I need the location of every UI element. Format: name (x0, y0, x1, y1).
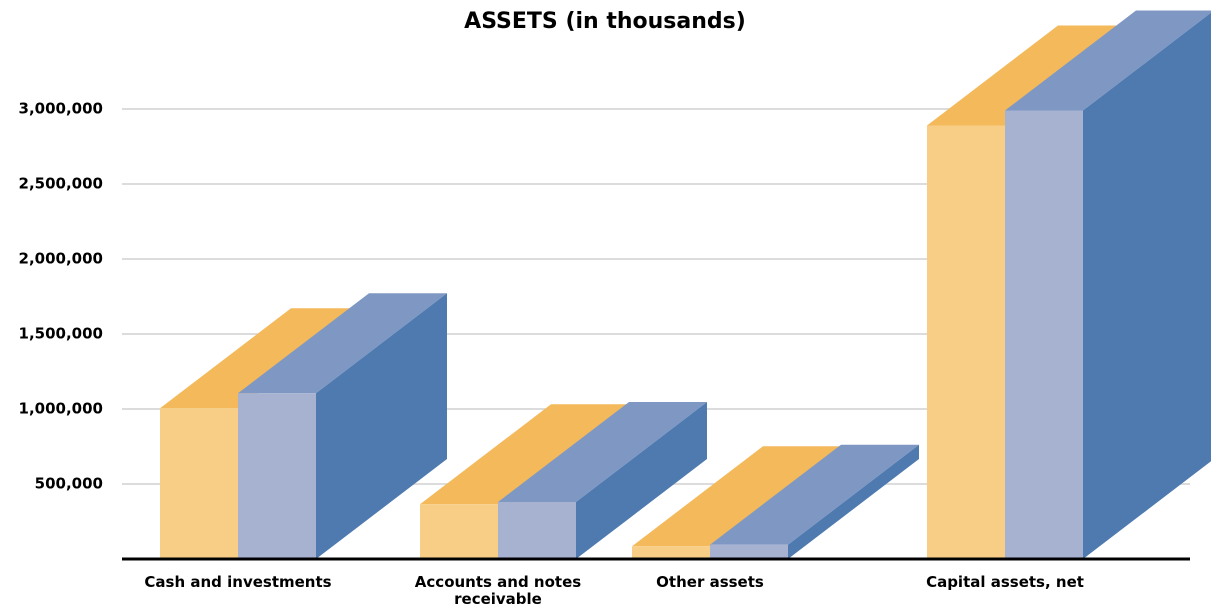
bar-top (498, 402, 707, 502)
bar (710, 544, 788, 559)
bar-side (576, 402, 707, 559)
bar-top (632, 446, 841, 547)
y-tick-label: 1,000,000 (19, 400, 103, 418)
bar (238, 393, 316, 559)
y-tick-label: 3,000,000 (19, 100, 103, 118)
bar (927, 125, 1005, 559)
chart-title: ASSETS (in thousands) (464, 9, 746, 34)
x-tick-label: Other assets (656, 573, 764, 591)
bar-side (788, 444, 919, 559)
bar (420, 504, 498, 559)
x-tick-label: Cash and investments (144, 573, 332, 591)
bar (1005, 110, 1083, 559)
x-tick-label: Accounts and notes receivable (414, 573, 582, 608)
bar (498, 502, 576, 559)
bar-top (238, 293, 447, 394)
x-tick-label: Capital assets, net (926, 573, 1084, 591)
y-tick-label: 2,500,000 (19, 175, 103, 193)
y-tick-label: 2,000,000 (19, 250, 103, 268)
y-tick-label: 500,000 (35, 475, 103, 493)
bar-side (1083, 12, 1211, 559)
bar-top (710, 444, 919, 545)
bar-top (1005, 10, 1211, 111)
bar (632, 546, 710, 559)
y-tick-label: 1,500,000 (19, 325, 103, 343)
bar (160, 408, 238, 559)
bar-top (420, 404, 629, 505)
bar-side (316, 293, 447, 559)
